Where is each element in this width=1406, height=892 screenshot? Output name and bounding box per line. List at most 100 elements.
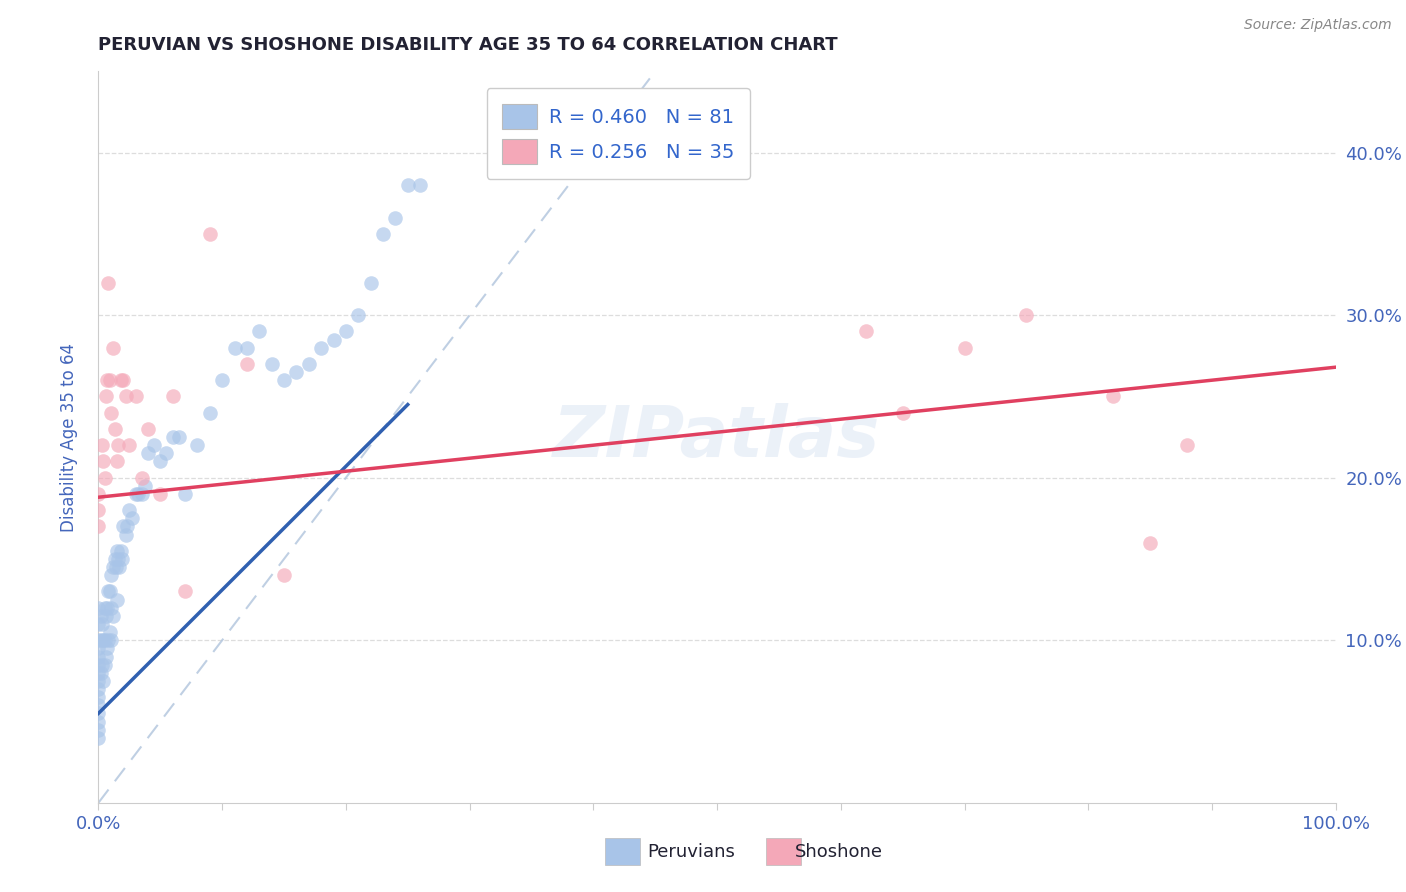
Point [136,422,159,436]
Point [87,698,110,713]
Point [93,471,115,485]
Point [87,657,110,672]
Point [1015,308,1038,322]
Point [87,633,110,648]
Point [162,430,184,444]
Legend: R = 0.460   N = 81, R = 0.256   N = 35: R = 0.460 N = 81, R = 0.256 N = 35 [486,88,749,179]
Point [100,600,122,615]
Point [94,649,117,664]
Point [155,446,177,460]
Point [409,178,432,193]
Point [174,487,197,501]
Point [167,430,190,444]
Point [107,438,129,452]
Point [93,657,115,672]
Point [347,308,370,322]
Point [100,568,122,582]
Point [103,422,125,436]
Point [1175,438,1198,452]
Point [98,625,121,640]
Point [90,665,112,680]
Point [285,365,308,379]
Point [96,641,118,656]
Point [174,584,197,599]
Point [104,560,127,574]
Point [298,357,321,371]
Point [127,487,149,501]
Text: Source: ZipAtlas.com: Source: ZipAtlas.com [1244,18,1392,32]
Point [93,600,115,615]
Point [87,641,110,656]
Point [236,341,259,355]
Point [891,406,914,420]
Point [149,487,172,501]
Point [335,325,357,339]
Point [94,608,117,623]
Point [87,723,110,737]
Point [96,600,118,615]
Point [91,438,114,452]
Point [149,454,172,468]
Point [87,681,110,696]
Point [273,568,295,582]
Point [114,527,136,541]
Point [96,373,118,387]
Point [87,503,110,517]
Point [108,560,131,574]
Point [953,341,976,355]
Point [371,227,394,241]
Point [134,479,156,493]
Point [103,341,125,355]
Point [322,333,344,347]
Point [143,438,166,452]
Point [90,633,112,648]
Point [103,608,125,623]
Point [112,519,135,533]
Point [91,617,114,632]
Point [112,373,135,387]
Point [103,552,125,566]
Point [98,584,121,599]
Point [87,714,110,729]
Point [110,373,132,387]
Point [103,560,125,574]
Point [247,325,270,339]
Point [98,373,121,387]
Point [87,649,110,664]
Point [93,454,115,468]
Point [384,211,406,225]
Point [105,592,128,607]
Text: PERUVIAN VS SHOSHONE DISABILITY AGE 35 TO 64 CORRELATION CHART: PERUVIAN VS SHOSHONE DISABILITY AGE 35 T… [98,36,838,54]
Point [90,608,112,623]
Point [87,600,110,615]
Text: Peruvians: Peruvians [647,843,734,861]
Point [124,389,146,403]
Point [97,633,120,648]
Point [131,487,153,501]
Point [94,389,117,403]
Point [93,633,115,648]
Point [97,276,120,290]
Point [93,673,115,688]
Point [124,487,146,501]
Point [162,389,184,403]
Point [273,373,295,387]
Point [114,389,136,403]
Point [87,690,110,705]
Point [309,341,332,355]
Point [236,357,259,371]
Point [118,503,141,517]
Point [87,617,110,632]
Point [198,227,221,241]
Point [97,584,120,599]
Point [87,673,110,688]
Point [107,552,129,566]
Point [855,325,877,339]
Point [198,406,221,420]
Point [224,341,246,355]
Point [91,657,114,672]
Point [105,454,128,468]
Point [100,406,122,420]
Point [87,519,110,533]
Point [111,552,134,566]
